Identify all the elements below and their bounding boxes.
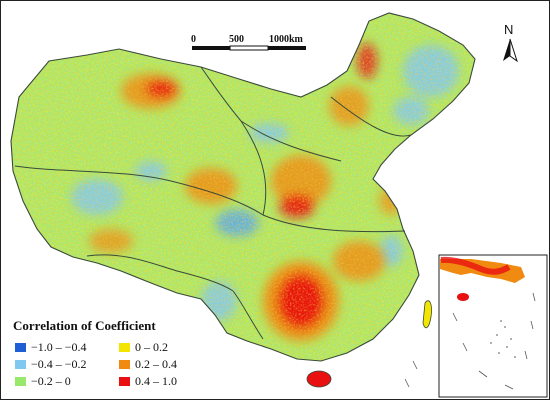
- legend-label: −0.2 – 0: [31, 374, 71, 388]
- legend-title: Correlation of Coefficient: [13, 318, 156, 333]
- legend-item: 0.2 – 0.4: [119, 357, 177, 372]
- north-arrow-icon: N: [503, 22, 518, 63]
- hainan-island: [306, 370, 332, 388]
- legend-swatch: [15, 377, 26, 386]
- legend-swatch: [119, 343, 130, 352]
- inset-islands: [490, 320, 516, 358]
- legend-swatch: [15, 343, 26, 352]
- taiwan-island: [422, 300, 432, 329]
- scale-label-1000km: 1000km: [269, 34, 304, 45]
- inset-dashed-boundary: [452, 292, 536, 390]
- legend-item: 0.4 – 1.0: [119, 374, 177, 389]
- scale-label-500: 500: [229, 34, 244, 45]
- legend-item: 0 – 0.2: [119, 340, 168, 355]
- north-label: N: [504, 22, 513, 37]
- legend-label: 0 – 0.2: [135, 340, 168, 354]
- legend-swatch: [119, 377, 130, 386]
- legend-swatch: [15, 360, 26, 369]
- region-boundaries: [14, 66, 412, 340]
- legend-label: −1.0 – −0.4: [31, 340, 87, 354]
- scale-bar: 0 500 1000km: [191, 34, 306, 51]
- legend-item: −0.2 – 0: [15, 374, 71, 389]
- legend-label: 0.4 – 1.0: [135, 374, 177, 388]
- legend-item: −0.4 – −0.2: [15, 357, 87, 372]
- legend-swatch: [119, 360, 130, 369]
- legend-item: −1.0 – −0.4: [15, 340, 87, 355]
- scale-label-0: 0: [191, 34, 196, 45]
- maritime-dashes: [404, 360, 418, 388]
- south-china-sea-inset: [438, 254, 548, 398]
- legend-label: −0.4 – −0.2: [31, 357, 87, 371]
- legend-label: 0.2 – 0.4: [135, 357, 177, 371]
